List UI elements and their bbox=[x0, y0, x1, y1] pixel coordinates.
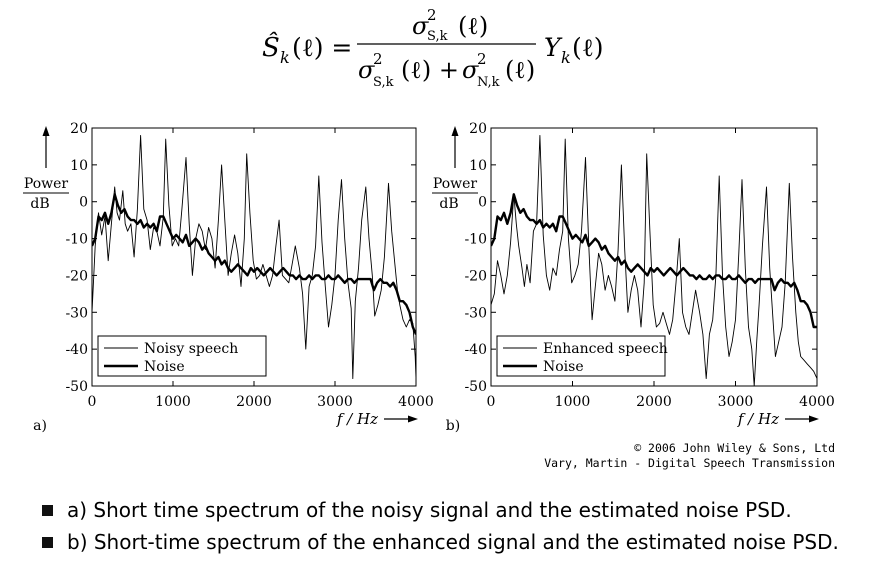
y-axis-label-power: Power bbox=[24, 176, 69, 192]
formula-denominator-arg-1: (ℓ) + bbox=[401, 56, 467, 84]
legend-label: Noise bbox=[144, 359, 185, 375]
x-tick-label: 3000 bbox=[718, 394, 754, 410]
panel-label: a) bbox=[33, 418, 47, 434]
caption-bullets: a) Short time spectrum of the noisy sign… bbox=[40, 494, 860, 558]
legend-box bbox=[97, 335, 267, 377]
formula-denominator-sup-2: 2 bbox=[477, 50, 487, 68]
y-tick-label: -50 bbox=[65, 379, 88, 395]
credit-line-copyright: © 2006 John Wiley & Sons, Ltd bbox=[634, 441, 835, 455]
formula-denominator-sup-1: 2 bbox=[373, 50, 383, 68]
formula-numerator-sigma: σ bbox=[412, 12, 429, 40]
bullet-square-icon bbox=[42, 536, 53, 548]
x-tick-label: 2000 bbox=[636, 394, 672, 410]
legend-label: Noisy speech bbox=[144, 341, 238, 357]
x-tick-label: 3000 bbox=[317, 394, 353, 410]
y-axis-label-power: Power bbox=[433, 176, 478, 192]
y-axis-arrowhead-icon bbox=[451, 126, 459, 136]
y-tick-label: 10 bbox=[469, 158, 487, 174]
y-tick-label: -30 bbox=[464, 305, 487, 321]
legend-box bbox=[496, 335, 666, 377]
bullet-square-icon bbox=[42, 504, 53, 516]
y-tick-label: 0 bbox=[478, 195, 487, 211]
series-speech-line bbox=[491, 134, 817, 386]
x-axis-arrowhead-icon bbox=[809, 415, 819, 423]
legend-label: Enhanced speech bbox=[543, 341, 668, 357]
formula-denominator-sigma-1: σ bbox=[358, 56, 375, 84]
y-tick-label: -10 bbox=[464, 232, 487, 248]
y-tick-label: 20 bbox=[70, 121, 88, 137]
formula-denominator-sub-2: N,k bbox=[477, 75, 500, 90]
x-tick-label: 0 bbox=[487, 394, 496, 410]
x-axis-arrowhead-icon bbox=[408, 415, 418, 423]
x-tick-label: 0 bbox=[88, 394, 97, 410]
y-tick-label: -20 bbox=[464, 268, 487, 284]
bullet-text-b: b) Short-time spectrum of the enhanced s… bbox=[67, 530, 839, 554]
series-noise-line bbox=[491, 193, 817, 329]
y-tick-label: 0 bbox=[79, 195, 88, 211]
y-axis-arrowhead-icon bbox=[42, 126, 50, 136]
formula-rhs-symbol: Y bbox=[544, 33, 563, 62]
formula-lhs-argument: (ℓ) = bbox=[292, 33, 352, 62]
x-tick-label: 2000 bbox=[236, 394, 272, 410]
credit-line-source: Vary, Martin - Digital Speech Transmissi… bbox=[544, 456, 835, 470]
y-tick-label: -20 bbox=[65, 268, 88, 284]
y-axis-label-db: dB bbox=[439, 196, 458, 212]
formula-rhs-subscript: k bbox=[561, 48, 571, 67]
bullet-text-a: a) Short time spectrum of the noisy sign… bbox=[67, 498, 792, 522]
formula-numerator-sub: S,k bbox=[427, 29, 448, 44]
series-noise-line bbox=[92, 193, 416, 335]
formula-numerator-sup: 2 bbox=[427, 6, 437, 24]
y-tick-label: 10 bbox=[70, 158, 88, 174]
formula-denominator-arg-2: (ℓ) bbox=[505, 56, 535, 84]
x-tick-label: 1000 bbox=[155, 394, 191, 410]
y-tick-label: 20 bbox=[469, 121, 487, 137]
formula-rhs-argument: (ℓ) bbox=[572, 33, 603, 62]
wiener-filter-formula: Ŝ k (ℓ) = σ 2 S,k (ℓ) σ 2 S,k (ℓ) + σ 2 … bbox=[262, 6, 603, 90]
y-tick-label: -40 bbox=[464, 342, 487, 358]
y-tick-label: -50 bbox=[464, 379, 487, 395]
legend-label: Noise bbox=[543, 359, 584, 375]
x-tick-label: 4000 bbox=[799, 394, 835, 410]
bullet-item-b: b) Short-time spectrum of the enhanced s… bbox=[40, 526, 860, 558]
formula-numerator-arg: (ℓ) bbox=[458, 12, 488, 40]
formula-lhs-symbol: Ŝ bbox=[262, 31, 280, 63]
y-tick-label: -40 bbox=[65, 342, 88, 358]
x-axis-label: f / Hz bbox=[336, 410, 378, 428]
formula-lhs-subscript: k bbox=[280, 48, 290, 67]
x-tick-label: 1000 bbox=[555, 394, 591, 410]
copyright-credit: © 2006 John Wiley & Sons, Ltd Vary, Mart… bbox=[544, 441, 835, 471]
y-axis-label-db: dB bbox=[30, 196, 49, 212]
formula-denominator-sigma-2: σ bbox=[462, 56, 479, 84]
x-tick-label: 4000 bbox=[398, 394, 434, 410]
y-tick-label: -30 bbox=[65, 305, 88, 321]
bullet-item-a: a) Short time spectrum of the noisy sign… bbox=[40, 494, 860, 526]
formula-denominator-sub-1: S,k bbox=[373, 75, 394, 90]
x-axis-label: f / Hz bbox=[737, 410, 779, 428]
panel-label: b) bbox=[446, 418, 460, 434]
y-tick-label: -10 bbox=[65, 232, 88, 248]
